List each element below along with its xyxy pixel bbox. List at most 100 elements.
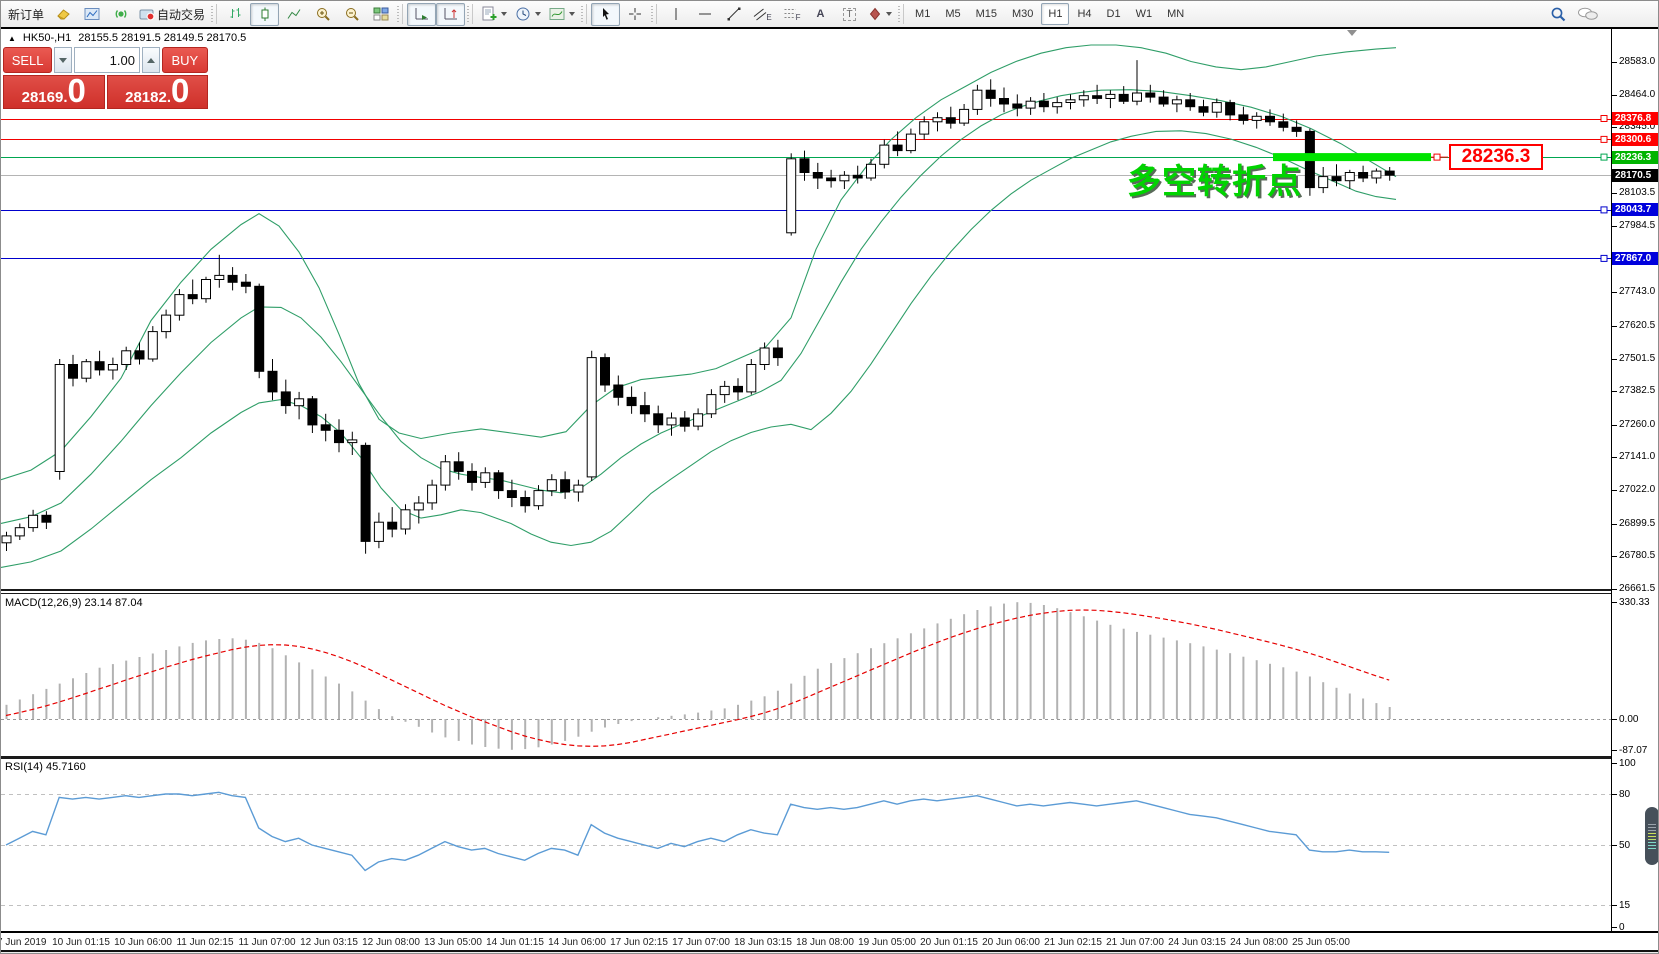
timeframe-w1-button[interactable]: W1 <box>1135 8 1153 20</box>
text-label-tool-button[interactable]: T <box>835 3 864 26</box>
buy-button[interactable]: BUY <box>161 47 209 73</box>
timeframe-d1-button[interactable]: D1 <box>1106 8 1121 20</box>
price-axis[interactable] <box>1612 29 1658 931</box>
pane-splitter[interactable] <box>1 756 1611 759</box>
zoom-out-button[interactable] <box>337 3 366 26</box>
timeframe-m1-button[interactable]: M1 <box>915 8 931 20</box>
ohlc-close: 28170.5 <box>206 32 247 44</box>
spinner-down-icon <box>59 57 68 63</box>
timeframe-h4-button[interactable]: H4 <box>1077 8 1092 20</box>
toolbar-right-group <box>1550 6 1599 23</box>
volume-decrease-button[interactable] <box>54 47 72 73</box>
chart-header: ▲ HK50-,H1 28155.5 28191.5 28149.5 28170… <box>8 32 246 44</box>
equidistant-channel-button[interactable]: E <box>748 3 777 26</box>
vertical-line-icon <box>675 8 677 20</box>
ohlc-high: 28191.5 <box>120 32 161 44</box>
crosshair-icon <box>628 8 641 20</box>
status-strip <box>1 950 1658 953</box>
fibonacci-button[interactable]: F <box>777 3 806 26</box>
auto-trading-button[interactable]: 自动交易 <box>135 3 209 26</box>
time-axis[interactable] <box>1 933 1658 950</box>
text-tool-button[interactable]: A <box>806 3 835 26</box>
macd-pane[interactable] <box>1 594 1611 756</box>
timeframe-m15-button[interactable]: M15 <box>975 8 997 20</box>
zoom-out-icon <box>345 8 359 21</box>
auto-scroll-icon <box>415 8 428 20</box>
template-icon <box>549 8 565 20</box>
tile-windows-icon <box>373 7 389 21</box>
timeframe-h1-button[interactable]: H1 <box>1041 3 1070 25</box>
line-chart-button[interactable] <box>279 3 308 26</box>
chart-shift-icon <box>444 8 457 20</box>
symbol-period-label: HK50-,H1 <box>22 32 72 44</box>
timeframe-mn-button[interactable]: MN <box>1167 8 1185 20</box>
volume-increase-button[interactable] <box>141 47 160 73</box>
price-axis-border <box>1611 29 1612 932</box>
horizontal-line-icon <box>698 13 711 15</box>
side-scroll-widget[interactable] <box>1645 807 1658 865</box>
add-indicator-button[interactable] <box>477 3 511 26</box>
dropdown-caret-icon <box>501 12 508 16</box>
main-chart-pane[interactable] <box>1 29 1611 589</box>
volume-input[interactable] <box>73 47 140 73</box>
rsi-indicator-label: RSI(14) 45.7160 <box>5 761 86 773</box>
one-click-trading-panel: SELL BUY 28169.0 28182.0 <box>3 47 209 109</box>
chart-end-marker-icon <box>1347 30 1357 36</box>
search-icon[interactable] <box>1550 6 1567 23</box>
bar-chart-button[interactable] <box>221 3 250 26</box>
buy-price-big-digit: 0 <box>171 72 190 109</box>
auto-scroll-button[interactable] <box>407 2 437 26</box>
auto-trading-icon <box>139 9 155 21</box>
ohlc-low: 28149.5 <box>163 32 204 44</box>
periods-button[interactable] <box>511 3 545 26</box>
cursor-button[interactable] <box>591 2 621 26</box>
sell-label: SELL <box>11 52 44 68</box>
charts-window-button[interactable] <box>77 3 106 26</box>
dropdown-caret-icon <box>886 12 893 16</box>
candlestick-chart-button[interactable] <box>250 2 280 26</box>
buy-label: BUY <box>171 52 199 68</box>
toolbar-separator <box>580 4 588 24</box>
zoom-in-icon <box>316 8 330 21</box>
vertical-line-button[interactable] <box>661 3 690 26</box>
sell-price[interactable]: 28169. 0 <box>3 74 105 109</box>
sell-price-main: 28169. <box>21 89 68 106</box>
trendline-button[interactable] <box>719 3 748 26</box>
channel-letter: E <box>766 13 772 22</box>
text-tool-icon: A <box>816 8 825 20</box>
eraser-button[interactable] <box>48 3 77 26</box>
toolbar-separator <box>210 4 218 24</box>
zoom-in-button[interactable] <box>308 3 337 26</box>
chart-bottom-frame <box>1 931 1658 933</box>
shapes-icon <box>869 7 881 21</box>
timeframe-m30-button[interactable]: M30 <box>1012 8 1034 20</box>
timeframe-m5-button[interactable]: M5 <box>945 8 961 20</box>
crosshair-button[interactable] <box>620 3 649 26</box>
arrows-tool-button[interactable] <box>864 3 896 26</box>
main-toolbar: 新订单 自动交易 E F A T M1 M5 M15 M30 <box>1 1 1658 27</box>
collapse-icon[interactable]: ▲ <box>8 33 16 43</box>
new-order-button[interactable]: 新订单 <box>4 3 48 26</box>
horizontal-line-button[interactable] <box>690 3 719 26</box>
toolbar-separator <box>650 4 658 24</box>
chart-window-icon <box>84 8 100 20</box>
sell-button[interactable]: SELL <box>3 47 53 73</box>
buy-price[interactable]: 28182. 0 <box>106 72 208 109</box>
dropdown-caret-icon <box>535 12 542 16</box>
signals-button[interactable] <box>106 3 135 26</box>
trendline-icon <box>727 7 741 21</box>
templates-button[interactable] <box>545 3 579 26</box>
macd-indicator-label: MACD(12,26,9) 23.14 87.04 <box>5 597 143 609</box>
tile-windows-button[interactable] <box>366 3 395 26</box>
rsi-pane[interactable] <box>1 759 1611 931</box>
toolbar-separator <box>396 4 404 24</box>
new-order-label: 新订单 <box>8 7 45 22</box>
chart-annotation-text: 多空转折点 <box>1127 163 1302 201</box>
pane-splitter[interactable] <box>1 589 1611 594</box>
fibonacci-letter: F <box>795 13 801 22</box>
eraser-icon <box>56 9 70 20</box>
chart-shift-button[interactable] <box>436 2 466 26</box>
spinner-up-icon <box>146 57 155 63</box>
chat-icon[interactable] <box>1577 6 1599 22</box>
